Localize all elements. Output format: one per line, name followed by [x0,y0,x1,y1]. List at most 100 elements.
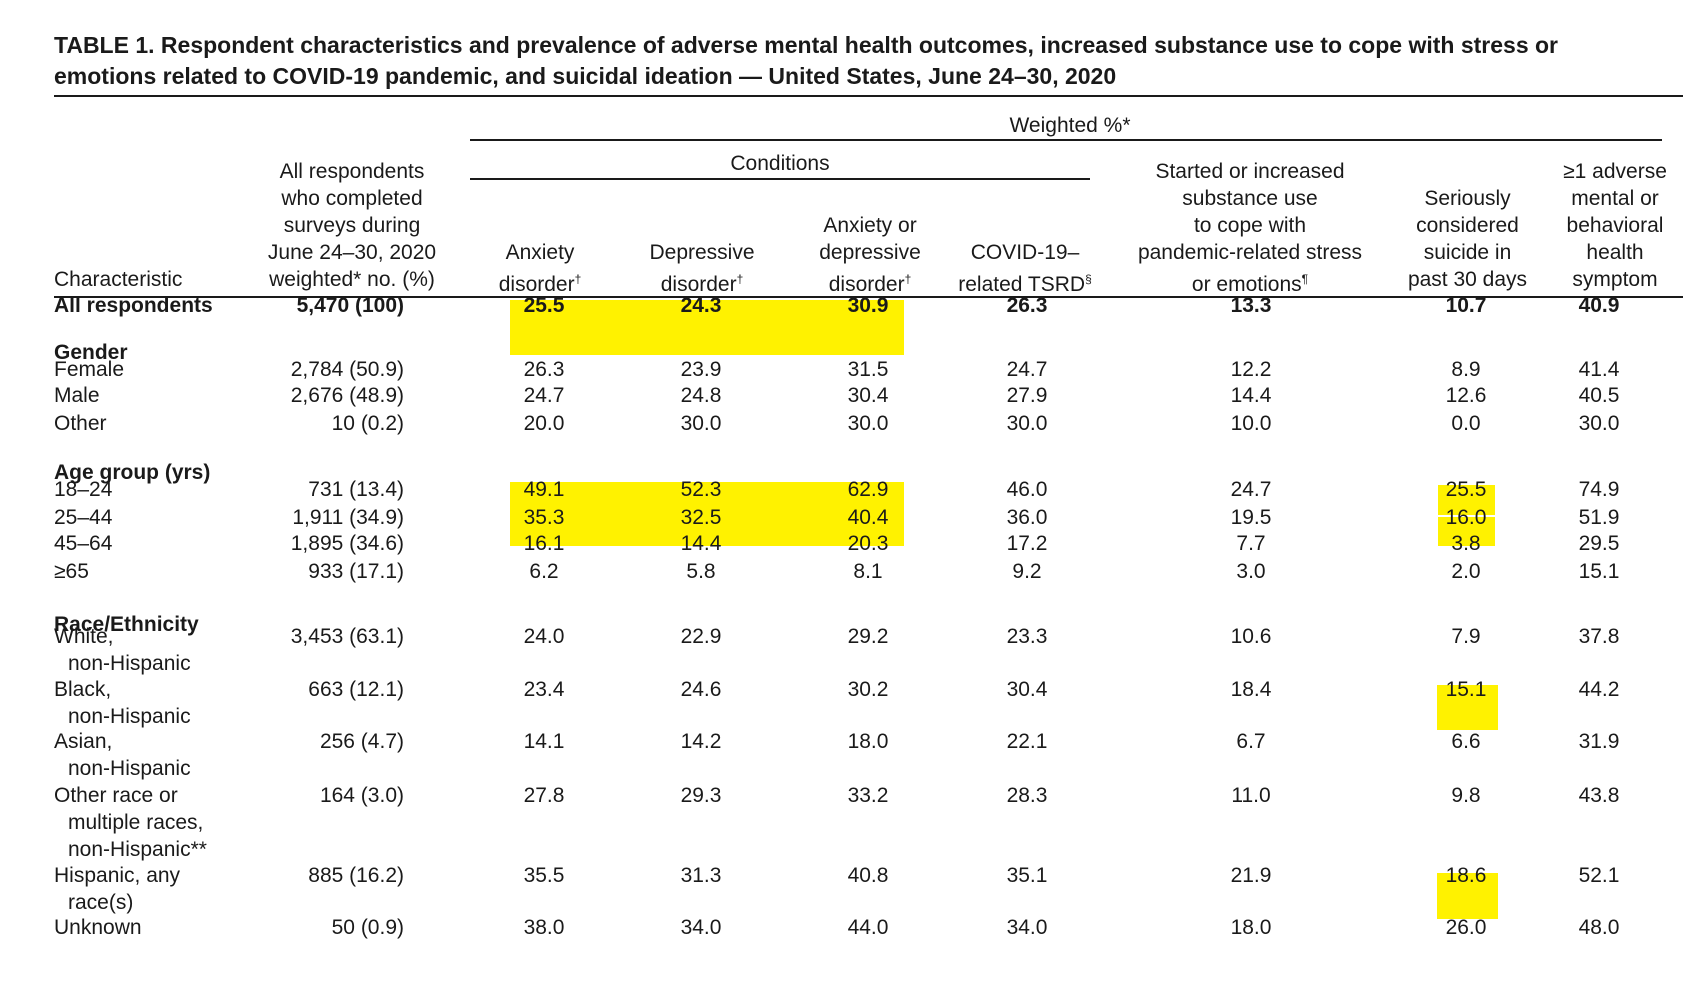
suicide-h-line: Seriously [1424,187,1511,210]
all-resp-h-line: All respondents [279,160,425,183]
row-value: 30.0 [1578,412,1620,435]
row-value: 34.0 [1006,916,1048,939]
row-value: 40.4 [847,506,889,529]
substance-h-line: or emotions [1191,273,1302,296]
dagger-mark: † [736,272,744,286]
highlight-suicide-25-44 [1438,517,1495,546]
row-count: 663 (12.1) [308,678,404,701]
row-label-cont: race(s) [68,891,134,914]
anx-or-dep-h-line: disorder [828,273,905,296]
row-count: 1,911 (34.9) [292,506,404,529]
row-label-cont: multiple races, [68,811,204,834]
row-value: 46.0 [1006,478,1048,501]
row-value: 7.9 [1451,625,1481,648]
suicide-h-line: considered [1416,214,1519,237]
row-label: White, [54,625,114,648]
row-value: 19.5 [1230,506,1272,529]
row-value: 3.8 [1451,532,1481,555]
row-value: 24.7 [1006,358,1048,381]
conditions-header: Conditions [730,152,830,175]
row-value: 18.6 [1445,864,1487,887]
row-count: 10 (0.2) [331,412,404,435]
row-value: 14.4 [1230,384,1272,407]
row-value: 40.8 [847,864,889,887]
row-value: 8.1 [853,560,883,583]
row-value: 25.5 [1445,478,1487,501]
row-value: 15.1 [1445,678,1487,701]
anx-or-dep-header: Anxiety or depressive disorder† [795,212,945,298]
adverse-h-line: behavioral [1566,214,1664,237]
weighted-rule [470,139,1662,141]
conditions-rule [470,178,1090,180]
substance-header: Started or increased substance use to co… [1120,158,1380,298]
row-label: 18–24 [54,478,113,501]
row-value: 41.4 [1578,358,1620,381]
row-count: 2,784 (50.9) [290,358,404,381]
row-value: 9.2 [1012,560,1042,583]
row-value: 37.8 [1578,625,1620,648]
row-value: 13.3 [1230,294,1272,317]
row-value: 26.3 [1006,294,1048,317]
row-count: 50 (0.9) [331,916,404,939]
row-value: 52.3 [680,478,722,501]
table-title-line2: emotions related to COVID-19 pandemic, a… [54,63,1117,89]
highlight-suicide-black [1437,685,1498,730]
row-label: Asian, [54,730,113,753]
row-count: 1,895 (34.6) [290,532,404,555]
tsrd-h-line: related TSRD [958,273,1086,296]
row-value: 21.9 [1230,864,1272,887]
section-mark: § [1085,272,1092,286]
row-value: 10.7 [1445,294,1487,317]
row-value: 18.4 [1230,678,1272,701]
row-value: 7.7 [1236,532,1266,555]
row-value: 24.8 [680,384,722,407]
row-count: 164 (3.0) [319,784,404,807]
adverse-h-line: ≥1 adverse [1563,160,1667,183]
row-value: 52.1 [1578,864,1620,887]
tsrd-header: COVID-19– related TSRD§ [940,239,1110,298]
row-value: 29.3 [680,784,722,807]
substance-h-line: to cope with [1193,214,1307,237]
row-value: 2.0 [1451,560,1481,583]
substance-h-line: Started or increased [1155,160,1345,183]
row-count: 3,453 (63.1) [290,625,404,648]
adverse-header: ≥1 adverse mental or behavioral health s… [1550,158,1680,293]
row-value: 30.0 [847,412,889,435]
row-value: 32.5 [680,506,722,529]
row-value: 15.1 [1578,560,1620,583]
row-value: 44.2 [1578,678,1620,701]
row-value: 24.7 [523,384,565,407]
row-label: Other [54,412,107,435]
row-value: 20.3 [847,532,889,555]
row-count: 885 (16.2) [308,864,404,887]
depressive-h-line: Depressive [649,241,755,264]
row-value: 44.0 [847,916,889,939]
depressive-header: Depressive disorder† [627,239,777,298]
suicide-header: Seriously considered suicide in past 30 … [1390,185,1545,293]
row-value: 14.4 [680,532,722,555]
all-resp-h-line: June 24–30, 2020 [267,241,437,264]
row-value: 0.0 [1451,412,1481,435]
row-label: Unknown [54,916,142,939]
row-value: 34.0 [680,916,722,939]
weighted-header: Weighted %* [1009,114,1131,137]
depressive-h-line: disorder [660,273,737,296]
all-resp-h-line: who completed [281,187,423,210]
row-value: 38.0 [523,916,565,939]
row-count: 2,676 (48.9) [290,384,404,407]
row-value: 18.0 [847,730,889,753]
highlight-suicide-18-24 [1438,485,1495,515]
section-gender: Gender [54,341,128,364]
substance-h-line: substance use [1182,187,1318,210]
tsrd-h-line: COVID-19– [970,241,1080,264]
row-value: 24.0 [523,625,565,648]
row-value: 51.9 [1578,506,1620,529]
row-value: 11.0 [1231,784,1271,807]
row-count: 933 (17.1) [308,560,404,583]
row-value: 62.9 [847,478,889,501]
row-value: 3.0 [1236,560,1266,583]
row-value: 35.1 [1006,864,1048,887]
highlight-all-respondents [510,300,904,355]
row-label: Black, [54,678,112,701]
row-label-cont: non-Hispanic [68,757,191,780]
